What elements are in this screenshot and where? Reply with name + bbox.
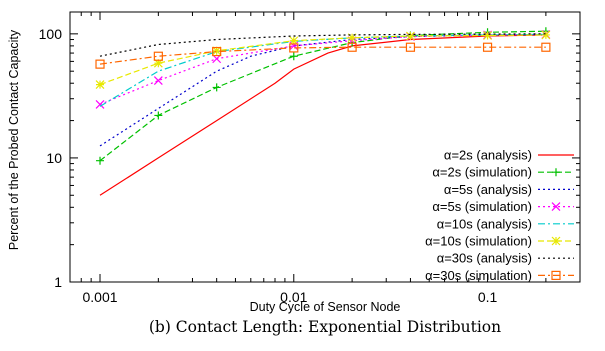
series-point: [212, 83, 221, 92]
x-tick-label: 0.01: [280, 289, 307, 305]
series-8: [95, 42, 551, 69]
legend-label: α=10s (analysis): [437, 216, 532, 231]
series-4: [95, 29, 551, 109]
legend-entry-5: α=10s (analysis): [437, 216, 574, 231]
series-point: [347, 42, 357, 52]
legend-label: α=5s (analysis): [444, 182, 532, 197]
legend-entry-4: α=5s (simulation): [432, 199, 574, 214]
legend-entry-1: α=2s (analysis): [444, 148, 574, 163]
series-line: [99, 33, 546, 105]
legend-label: α=2s (simulation): [432, 165, 532, 180]
series-point: [212, 46, 222, 56]
legend-entry-6: α=10s (simulation): [425, 234, 574, 249]
series-line: [99, 33, 546, 107]
series-line: [99, 30, 546, 162]
series-5: [99, 33, 546, 107]
series-point: [541, 30, 551, 40]
series-point: [95, 80, 105, 90]
series-point: [289, 43, 299, 53]
legend-marker: [552, 168, 560, 177]
series-point: [153, 58, 163, 68]
series-1: [99, 34, 546, 196]
plot-frame: [69, 11, 581, 283]
legend: α=2s (analysis) α=2s (simulation) α=5s (an…: [425, 148, 574, 283]
legend-entry-8: α=30s (simulation): [425, 268, 574, 283]
legend-marker: [551, 202, 561, 212]
legend-label: α=30s (simulation): [425, 268, 532, 283]
series-point: [153, 76, 163, 86]
series-line: [99, 33, 546, 147]
series-7: [99, 33, 546, 57]
legend-marker: [551, 270, 561, 280]
x-axis-title: Duty Cycle of Sensor Node: [250, 300, 401, 314]
series-line: [99, 34, 546, 196]
series-point: [406, 31, 415, 41]
series-2: [96, 27, 550, 165]
series-point: [153, 51, 163, 61]
legend-label: α=30s (analysis): [437, 251, 532, 266]
series-line: [99, 46, 546, 65]
series-point: [289, 52, 298, 61]
series-6: [95, 30, 551, 90]
y-axis-title: Percent of the Probed Contact Capacity: [7, 29, 21, 250]
legend-entry-3: α=5s (analysis): [444, 182, 574, 197]
axis-ticks: 0.001 0.01 0.1 1 10 100: [39, 12, 580, 305]
series-point: [212, 46, 222, 57]
legend-marker: [551, 236, 561, 246]
plot-lines: [95, 27, 551, 196]
legend-entry-7: α=30s (analysis): [437, 251, 574, 266]
series-point: [482, 42, 493, 52]
series-point: [154, 111, 163, 120]
series-point: [96, 156, 105, 165]
series-3: [99, 33, 546, 147]
legend-label: α=2s (analysis): [444, 148, 532, 163]
legend-label: α=10s (simulation): [425, 234, 532, 249]
y-tick-label: 10: [46, 150, 62, 166]
series-line: [99, 34, 546, 86]
legend-label: α=5s (simulation): [432, 199, 532, 214]
x-tick-label: 0.1: [478, 289, 498, 305]
y-tick-label: 100: [39, 26, 63, 42]
series-line: [99, 33, 546, 57]
series-point: [483, 31, 492, 40]
figure-caption: (b) Contact Length: Exponential Distribu…: [149, 318, 501, 336]
series-point: [541, 42, 551, 52]
x-tick-label: 0.001: [82, 289, 117, 305]
series-point: [405, 42, 416, 52]
series-point: [95, 59, 105, 69]
series-point: [95, 99, 105, 109]
series-point: [289, 36, 299, 46]
series-point: [347, 33, 357, 43]
legend-entry-2: α=2s (simulation): [432, 165, 574, 180]
y-tick-label: 1: [54, 274, 62, 290]
